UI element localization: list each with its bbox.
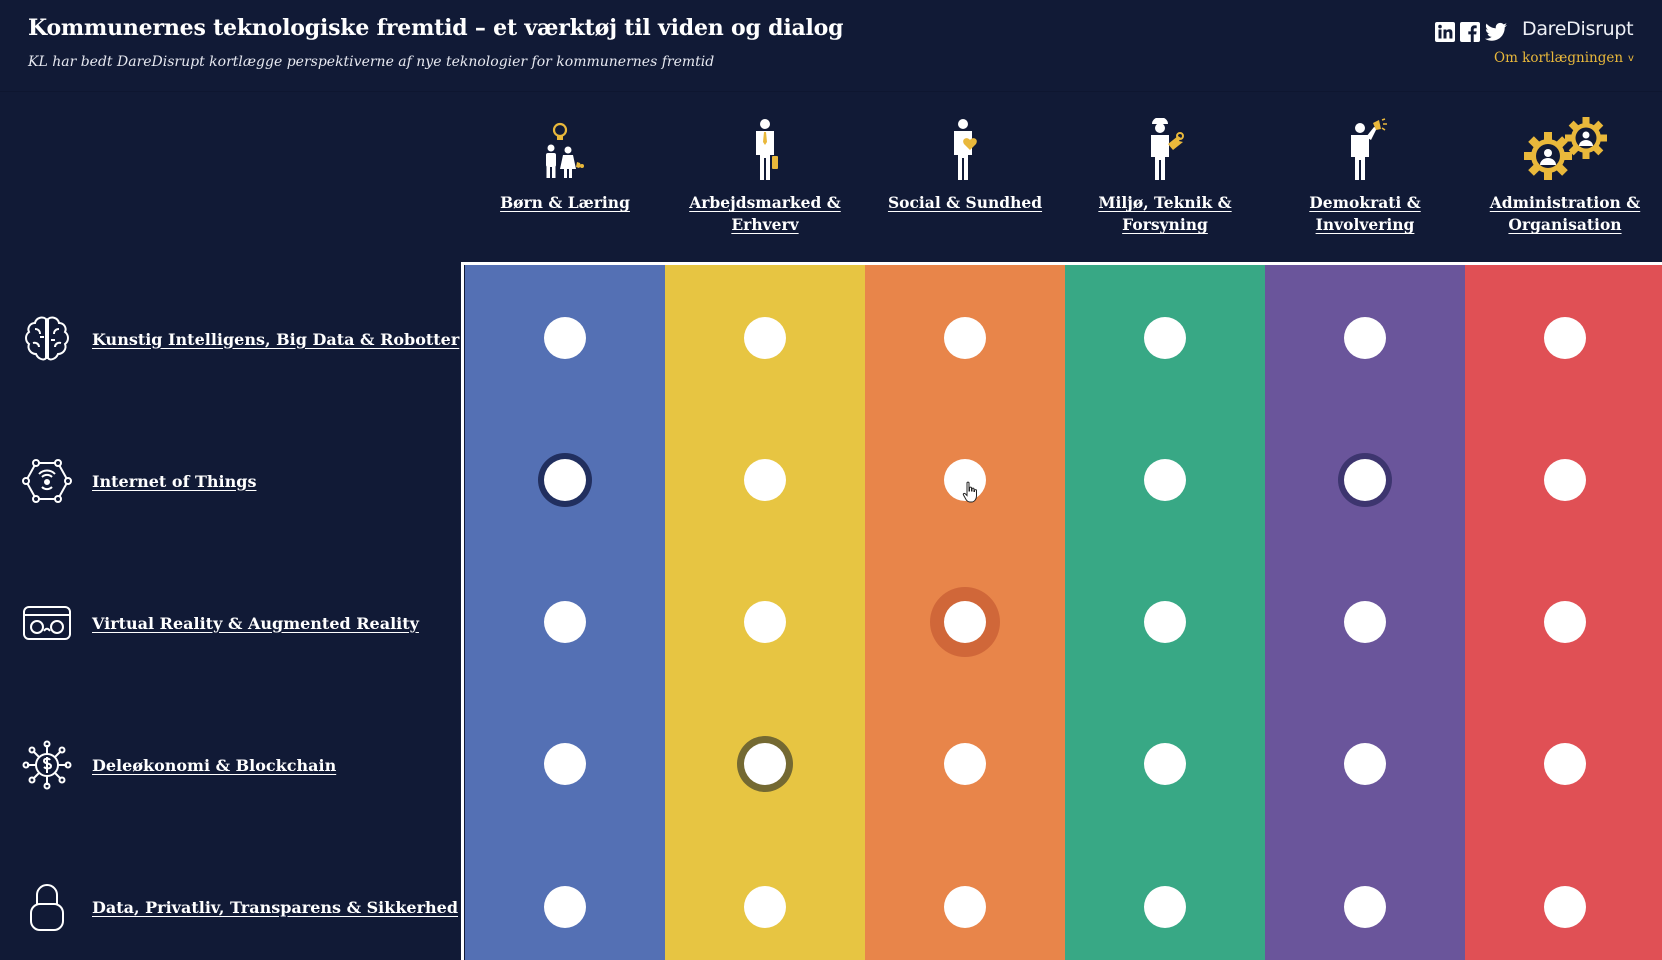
page-title: Kommunernes teknologiske fremtid – et væ…: [28, 15, 844, 41]
row-virtual-reality[interactable]: Virtual Reality & Augmented Reality: [22, 595, 419, 651]
dot-vr-arbejd[interactable]: [744, 601, 786, 643]
dot-data-admin[interactable]: [1544, 886, 1586, 928]
dot-vr-miljo[interactable]: [1144, 601, 1186, 643]
column-social: [865, 265, 1065, 960]
dot-dele-born[interactable]: [544, 743, 586, 785]
dot-vr-demokrati[interactable]: [1344, 601, 1386, 643]
app-header: Kommunernes teknologiske fremtid – et væ…: [0, 0, 1662, 92]
dot-vr-admin[interactable]: [1544, 601, 1586, 643]
about-label: Om kortlægningen: [1494, 50, 1624, 66]
dot-data-demokrati[interactable]: [1344, 886, 1386, 928]
row-kunstig-intelligens[interactable]: Kunstig Intelligens, Big Data & Robotter: [22, 311, 459, 367]
dollar-network-icon: [22, 739, 72, 791]
row-label: Internet of Things: [92, 471, 257, 491]
about-dropdown[interactable]: Om kortlægningen v: [1494, 50, 1634, 66]
dot-ai-demokrati[interactable]: [1344, 317, 1386, 359]
dot-data-arbejd[interactable]: [744, 886, 786, 928]
column-admin: [1465, 265, 1662, 960]
category-label: Demokrati & Involvering: [1309, 193, 1421, 234]
dot-ai-admin[interactable]: [1544, 317, 1586, 359]
dot-data-miljo[interactable]: [1144, 886, 1186, 928]
row-internet-of-things[interactable]: Internet of Things: [22, 453, 256, 509]
dot-ai-social[interactable]: [944, 317, 986, 359]
row-label: Virtual Reality & Augmented Reality: [92, 613, 419, 633]
children-lightbulb-icon: [465, 110, 665, 182]
category-demokrati-involvering[interactable]: Demokrati & Involvering: [1265, 110, 1465, 236]
dot-iot-social[interactable]: [944, 459, 986, 501]
dot-data-born[interactable]: [544, 886, 586, 928]
chevron-down-icon: v: [1628, 53, 1634, 64]
dot-data-social[interactable]: [944, 886, 986, 928]
person-heart-icon: [865, 110, 1065, 182]
twitter-icon[interactable]: [1485, 20, 1507, 44]
dot-iot-arbejd[interactable]: [744, 459, 786, 501]
row-data-privatliv[interactable]: Data, Privatliv, Transparens & Sikkerhed: [22, 879, 458, 935]
category-born-laering[interactable]: Børn & Læring: [465, 110, 665, 214]
category-administration-organisation[interactable]: Administration & Organisation: [1465, 110, 1662, 236]
category-label: Miljø, Teknik & Forsyning: [1098, 193, 1232, 234]
category-social-sundhed[interactable]: Social & Sundhed: [865, 110, 1065, 214]
dot-dele-miljo[interactable]: [1144, 743, 1186, 785]
person-megaphone-icon: [1265, 110, 1465, 182]
businessman-icon: [665, 110, 865, 182]
dot-iot-miljo[interactable]: [1144, 459, 1186, 501]
linkedin-icon[interactable]: [1435, 20, 1455, 44]
dot-dele-arbejd[interactable]: [744, 743, 786, 785]
category-arbejdsmarked-erhverv[interactable]: Arbejdsmarked & Erhverv: [665, 110, 865, 236]
dot-dele-admin[interactable]: [1544, 743, 1586, 785]
column-miljo: [1065, 265, 1265, 960]
dot-iot-demokrati[interactable]: [1344, 459, 1386, 501]
dot-ai-arbejd[interactable]: [744, 317, 786, 359]
dot-dele-demokrati[interactable]: [1344, 743, 1386, 785]
dot-vr-social[interactable]: [944, 601, 986, 643]
column-born: [465, 265, 665, 960]
category-label: Arbejdsmarked & Erhverv: [689, 193, 841, 234]
page-subtitle: KL har bedt DareDisrupt kortlægge perspe…: [28, 54, 715, 70]
dot-vr-born[interactable]: [544, 601, 586, 643]
column-arbejd: [665, 265, 865, 960]
dot-ai-miljo[interactable]: [1144, 317, 1186, 359]
category-label: Administration & Organisation: [1489, 193, 1641, 234]
row-deleoekonomi-blockchain[interactable]: Deleøkonomi & Blockchain: [22, 737, 336, 793]
dot-ai-born[interactable]: [544, 317, 586, 359]
row-label: Deleøkonomi & Blockchain: [92, 755, 337, 775]
category-miljoe-teknik-forsyning[interactable]: Miljø, Teknik & Forsyning: [1065, 110, 1265, 236]
category-label: Social & Sundhed: [887, 193, 1043, 212]
dot-iot-admin[interactable]: [1544, 459, 1586, 501]
dot-iot-born[interactable]: [544, 459, 586, 501]
row-label: Kunstig Intelligens, Big Data & Robotter: [92, 329, 460, 349]
vr-headset-icon: [22, 597, 72, 649]
row-label: Data, Privatliv, Transparens & Sikkerhed: [92, 897, 459, 917]
padlock-icon: [22, 881, 72, 933]
gears-people-icon: [1465, 110, 1662, 182]
category-label: Børn & Læring: [500, 193, 630, 212]
brain-icon: [22, 313, 72, 365]
facebook-icon[interactable]: [1460, 20, 1480, 44]
worker-wrench-icon: [1065, 110, 1265, 182]
column-demokrati: [1265, 265, 1465, 960]
matrix-frame: [461, 262, 1662, 960]
iot-network-icon: [22, 455, 72, 507]
dot-dele-social[interactable]: [944, 743, 986, 785]
brand-logo[interactable]: DareDisrupt: [1522, 18, 1634, 40]
